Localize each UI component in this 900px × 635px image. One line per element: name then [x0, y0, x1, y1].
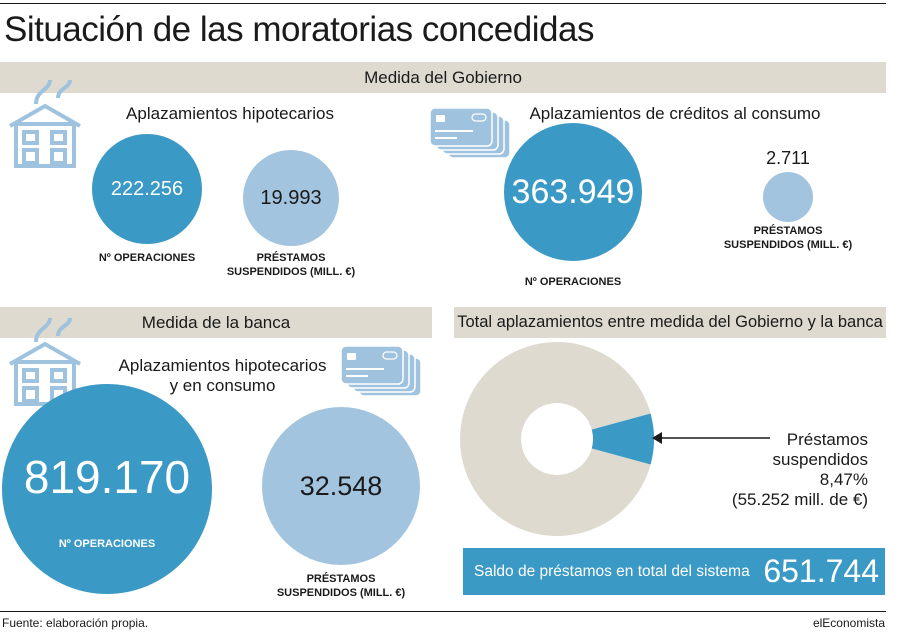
page-title: Situación de las moratorias concedidas [4, 10, 594, 49]
gobierno-header: Medida del Gobierno [0, 62, 886, 93]
gobierno-consumo-prestamos-label: PRÉSTAMOS SUSPENDIDOS (MILL. €) [710, 224, 866, 252]
gobierno-hipotecarios-operaciones-circle: 222.256 [92, 134, 202, 244]
annotation-line-2: suspendidos [772, 450, 868, 469]
banca-prestamos-value: 32.548 [299, 470, 383, 501]
prestamos-label-line-1: PRÉSTAMOS [256, 252, 326, 264]
banca-header: Medida de la banca [0, 307, 432, 338]
prestamos-label-line-2: SUSPENDIDOS (MILL. €) [226, 266, 356, 278]
prestamos-label-line-2: SUSPENDIDOS (MILL. €) [723, 239, 853, 251]
banca-subtitle-line-2: y en consumo [169, 376, 276, 395]
total-header: Total aplazamientos entre medida del Gob… [454, 307, 886, 338]
donut-slice-prestamos-suspendidos [557, 413, 654, 465]
gobierno-consumo-prestamos-value: 2.711 [766, 148, 810, 168]
saldo-value: 651.744 [763, 553, 879, 589]
prestamos-label-line-1: PRÉSTAMOS [306, 573, 376, 585]
gobierno-hipotecarios-prestamos-label: PRÉSTAMOS SUSPENDIDOS (MILL. €) [211, 251, 371, 279]
gobierno-consumo-operaciones-circle: 363.949 [504, 123, 642, 261]
gobierno-consumo-operaciones-value: 363.949 [511, 172, 635, 211]
donut-chart [460, 342, 654, 536]
banca-prestamos-circle: 32.548 [262, 407, 420, 565]
gobierno-hipotecarios-prestamos-circle: 19.993 [243, 150, 339, 246]
gobierno-consumo-operaciones-label: Nº OPERACIONES [524, 276, 622, 288]
credit-cards-icon [340, 345, 422, 397]
gobierno-hipotecarios-subtitle: Aplazamientos hipotecarios [126, 104, 334, 123]
gobierno-hipotecarios-operaciones-value: 222.256 [110, 177, 184, 200]
gobierno-hipotecarios-operaciones-label: Nº OPERACIONES [98, 252, 196, 264]
saldo-box: Saldo de préstamos en total del sistema … [463, 548, 885, 595]
bottom-rule [0, 611, 886, 612]
banca-operaciones-circle [2, 384, 212, 594]
gobierno-consumo-subtitle: Aplazamientos de créditos al consumo [529, 104, 821, 123]
annotation-amount: (55.252 mill. de €) [731, 490, 868, 509]
footer-source: Fuente: elaboración propia. [2, 616, 149, 630]
annotation-percent: 8,47% [819, 470, 868, 489]
gobierno-hipotecarios-prestamos-value: 19.993 [260, 186, 322, 209]
annotation-arrow [652, 432, 770, 444]
banca-prestamos-label: PRÉSTAMOS SUSPENDIDOS (MILL. €) [261, 572, 421, 600]
saldo-label: Saldo de préstamos en total del sistema [474, 562, 750, 580]
gobierno-consumo-prestamos-circle [763, 172, 813, 222]
banca-subtitle: Aplazamientos hipotecarios y en consumo [100, 356, 345, 396]
banca-operaciones-value: 819.170 [23, 451, 191, 503]
donut-annotation: Préstamos suspendidos 8,47% (55.252 mill… [720, 430, 868, 510]
prestamos-label-line-2: SUSPENDIDOS (MILL. €) [276, 587, 406, 599]
prestamos-label-line-1: PRÉSTAMOS [753, 225, 823, 237]
banca-subtitle-line-1: Aplazamientos hipotecarios [118, 356, 327, 375]
top-rule [0, 3, 886, 4]
credit-cards-icon [429, 107, 511, 159]
banca-operaciones-label: Nº OPERACIONES [58, 538, 156, 550]
house-icon [9, 79, 81, 168]
annotation-line-1: Préstamos [786, 430, 868, 449]
donut-hole [521, 403, 593, 475]
footer-brand: elEconomista [812, 616, 885, 630]
